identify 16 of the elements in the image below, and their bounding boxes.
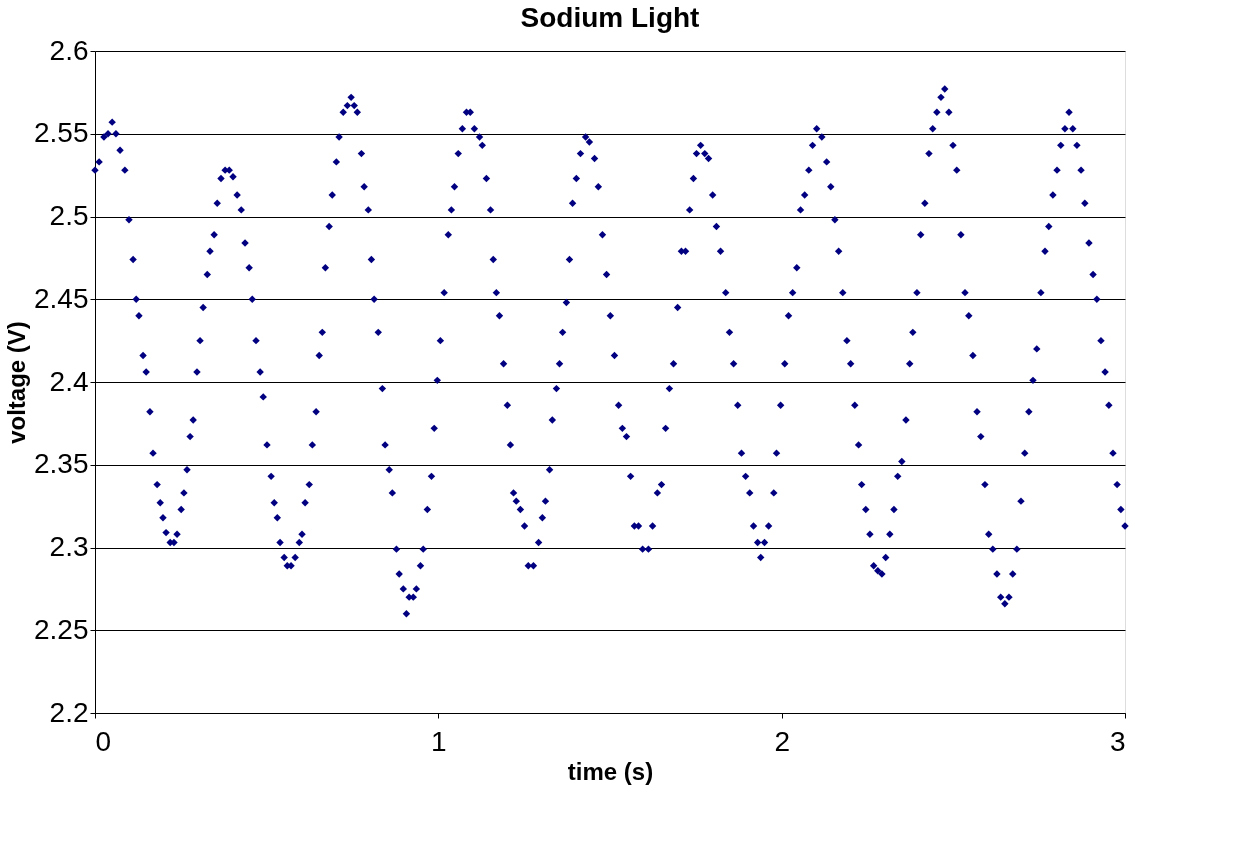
y-tick-label: 2.3 (49, 531, 89, 562)
y-tick-label: 2.4 (49, 365, 89, 397)
y-tick-label: 2.55 (34, 117, 89, 149)
x-tick-label: 1 (431, 725, 447, 757)
y-tick-label: 2.2 (49, 696, 89, 728)
y-tick-label: 2.45 (34, 282, 89, 314)
x-axis-title: time (s) (567, 757, 654, 785)
x-tick-label: 3 (1109, 725, 1126, 757)
y-axis-title: voltage (V) (3, 321, 30, 444)
y-tick-label: 2.5 (49, 200, 89, 231)
x-tick-label: 0 (95, 725, 112, 757)
x-tick-label: 2 (774, 725, 790, 757)
y-tick-label: 2.6 (49, 34, 89, 66)
y-tick-label: 2.25 (34, 613, 89, 645)
y-tick-label: 2.35 (34, 448, 89, 480)
chart-title: Sodium Light (520, 2, 700, 33)
